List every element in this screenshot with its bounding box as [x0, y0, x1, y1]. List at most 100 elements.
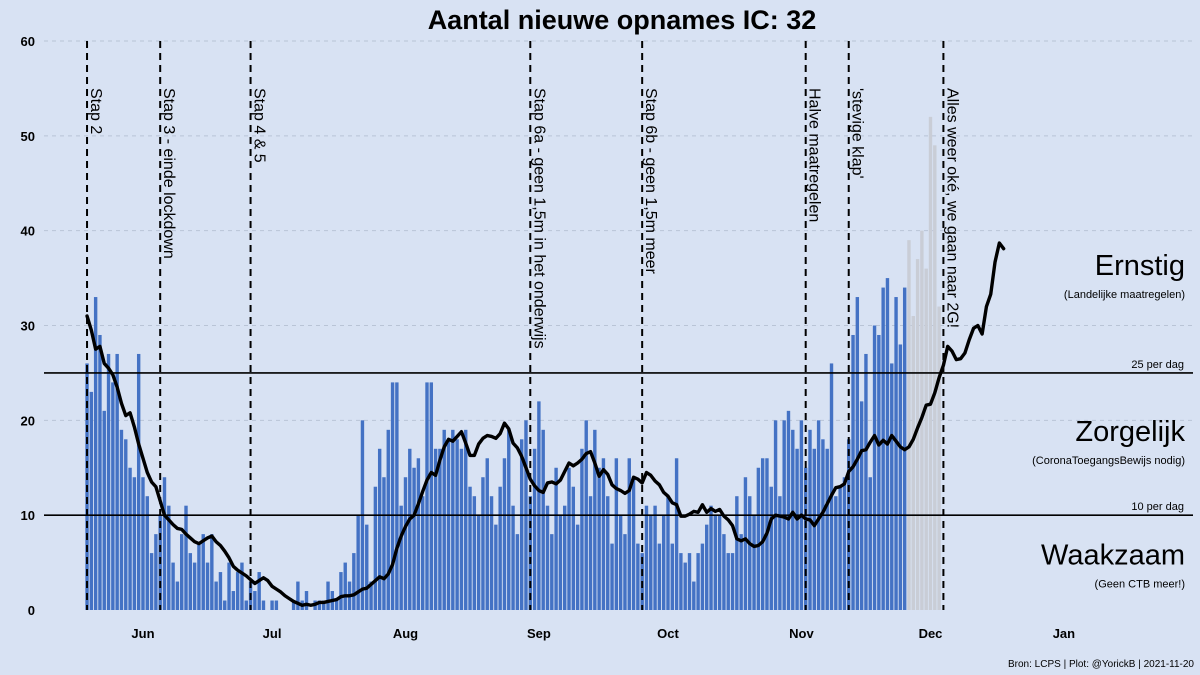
bar	[730, 553, 735, 610]
bar	[825, 448, 829, 610]
bar	[717, 515, 722, 610]
source-footer: Bron: LCPS | Plot: @YorickB | 2021-11-20	[1008, 659, 1194, 670]
bar	[261, 600, 266, 610]
bar	[231, 591, 236, 610]
bar	[610, 543, 614, 610]
bar	[322, 600, 326, 610]
bar	[291, 600, 296, 610]
bar	[606, 496, 610, 610]
bar	[692, 581, 696, 610]
bar	[420, 496, 425, 610]
bar	[881, 287, 885, 610]
bar	[674, 458, 679, 610]
bar	[735, 496, 739, 610]
event-marker-label: Alles weer oké, we gaan naar 2G!	[943, 88, 960, 328]
bar	[644, 505, 649, 610]
bar	[752, 515, 756, 610]
bar	[756, 467, 761, 610]
bar	[304, 591, 309, 610]
event-marker-label: Stap 6a - geen 1,5m in het onderwijs	[530, 88, 547, 349]
bar	[898, 344, 903, 610]
zone-subtitle: (CoronaToegangsBewijs nodig)	[1032, 455, 1185, 467]
bar	[687, 553, 692, 610]
bar	[369, 581, 373, 610]
bar	[868, 477, 872, 610]
threshold-lines: 25 per dag 10 per dag	[44, 359, 1193, 516]
bar	[537, 401, 541, 610]
zone-subtitle: (Geen CTB meer!)	[1095, 578, 1185, 590]
bar	[227, 562, 231, 610]
zone-name: Zorgelijk	[1075, 416, 1185, 448]
bar	[386, 429, 390, 610]
bar	[296, 581, 300, 610]
bar	[106, 353, 111, 610]
bar	[859, 401, 864, 610]
bar	[223, 600, 227, 610]
bar	[442, 429, 446, 610]
bar	[481, 477, 485, 610]
bar	[197, 543, 201, 610]
bar	[580, 448, 584, 610]
bar	[175, 581, 180, 610]
y-tick-label: 10	[21, 508, 35, 523]
zone-name: Waakzaam	[1041, 539, 1185, 571]
bar-series	[85, 116, 941, 611]
bar	[890, 363, 894, 610]
bar	[937, 306, 941, 610]
bar	[489, 496, 494, 610]
bar	[188, 553, 193, 610]
x-tick-label: Sep	[527, 626, 551, 641]
bar	[382, 477, 386, 610]
bar	[162, 477, 167, 610]
bar	[365, 524, 369, 610]
bar	[748, 496, 752, 610]
bar	[601, 458, 606, 610]
event-marker-label: Stap 3 - einde lockdown	[160, 88, 177, 259]
bar	[89, 391, 94, 610]
bar	[683, 562, 687, 610]
bar	[588, 496, 593, 610]
bar	[167, 505, 171, 610]
y-tick-label: 20	[21, 413, 35, 428]
bar	[425, 382, 429, 610]
threshold-label: 10 per dag	[1131, 501, 1184, 513]
y-tick-label: 60	[21, 34, 35, 49]
bar	[661, 515, 666, 610]
bar	[111, 382, 115, 610]
bar	[743, 477, 748, 610]
bar	[274, 600, 279, 610]
zone-labels: Ernstig (Landelijke maatregelen) Zorgelijk…	[1032, 250, 1185, 590]
bar	[124, 439, 128, 610]
x-tick-label: Dec	[919, 626, 943, 641]
bar	[593, 429, 597, 610]
bar	[563, 505, 567, 610]
bar	[739, 534, 743, 610]
bar	[705, 524, 709, 610]
bar	[679, 553, 683, 610]
bar	[726, 553, 730, 610]
bar	[791, 429, 795, 610]
bar	[464, 429, 468, 610]
event-markers: Stap 2 Stap 3 - einde lockdown Stap 4 & 5 S…	[86, 41, 960, 610]
bar	[786, 410, 791, 610]
bar	[713, 515, 718, 610]
bar	[597, 467, 601, 610]
bar	[205, 562, 210, 610]
bar	[145, 496, 149, 610]
bar	[93, 297, 98, 610]
bar	[550, 534, 554, 610]
bar	[98, 334, 102, 610]
bar	[476, 515, 481, 610]
bar	[352, 553, 356, 610]
y-tick-label: 50	[21, 129, 35, 144]
bar	[554, 467, 558, 610]
bar	[855, 297, 860, 610]
bar	[334, 600, 339, 610]
y-axis-ticks: 0 10 20 30 40 50 60	[21, 34, 35, 618]
bar	[429, 382, 434, 610]
bar	[851, 334, 855, 610]
bar	[184, 505, 188, 610]
event-marker-label: Halve maatregelen	[806, 88, 823, 222]
bar	[511, 505, 515, 610]
bar	[842, 477, 847, 610]
